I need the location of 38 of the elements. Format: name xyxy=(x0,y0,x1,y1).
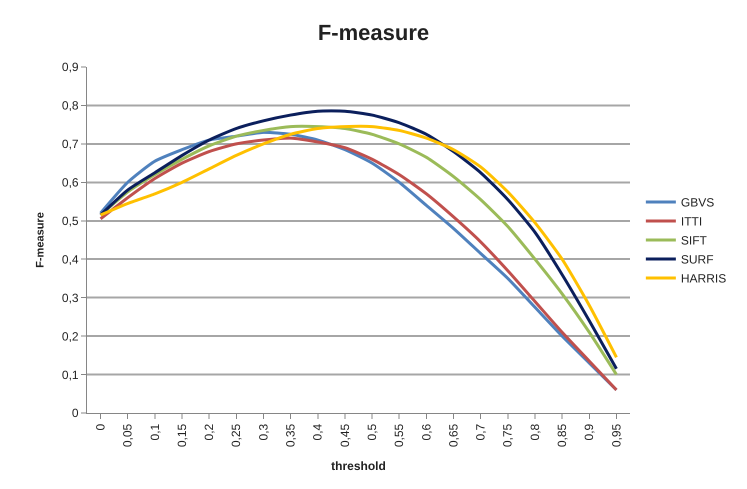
x-tick-label: 0,55 xyxy=(392,423,406,448)
y-tick-label: 0,3 xyxy=(62,290,79,305)
y-tick-label: 0,4 xyxy=(62,252,79,266)
legend-label: SIFT xyxy=(680,234,708,248)
x-tick-label: 0,45 xyxy=(338,423,352,448)
x-tick-label: 0,5 xyxy=(364,423,379,440)
y-tick-label: 0,5 xyxy=(62,214,79,228)
y-tick-label: 0,1 xyxy=(62,368,79,382)
x-tick-label: 0,2 xyxy=(202,423,216,440)
y-tick-label: 0,8 xyxy=(62,98,79,113)
x-tick-label: 0,15 xyxy=(174,423,189,448)
y-tick-label: 0,2 xyxy=(62,329,79,344)
y-tick-label: 0,9 xyxy=(62,60,79,74)
x-tick-label: 0,9 xyxy=(582,423,596,440)
x-tick-label: 0,6 xyxy=(419,423,434,440)
y-tick-label: 0,6 xyxy=(62,176,79,190)
x-tick-label: 0,65 xyxy=(446,423,460,448)
chart-title: F-measure xyxy=(318,20,430,45)
x-tick-label: 0,75 xyxy=(500,423,515,448)
x-tick-label: 0,95 xyxy=(609,423,624,448)
x-tick-label: 0,35 xyxy=(284,423,298,448)
x-tick-label: 0,25 xyxy=(229,423,244,448)
legend-label: ITTI xyxy=(680,214,702,229)
y-tick-label: 0 xyxy=(72,406,79,420)
legend-label: GBVS xyxy=(680,196,714,210)
y-tick-label: 0,7 xyxy=(62,137,79,152)
x-tick-label: 0,4 xyxy=(310,423,325,440)
x-tick-label: 0,05 xyxy=(120,423,135,448)
x-tick-label: 0 xyxy=(93,423,108,430)
x-tick-label: 0,3 xyxy=(256,423,270,440)
x-tick-label: 0,1 xyxy=(148,423,162,440)
x-tick-label: 0,7 xyxy=(474,423,488,440)
x-tick-label: 0,8 xyxy=(528,423,542,440)
legend-label: HARRIS xyxy=(680,272,726,286)
y-axis-title: F-measure xyxy=(34,212,47,268)
legend-label: SURF xyxy=(680,252,714,267)
x-tick-label: 0,85 xyxy=(555,423,570,448)
x-axis-title: threshold xyxy=(331,459,386,474)
